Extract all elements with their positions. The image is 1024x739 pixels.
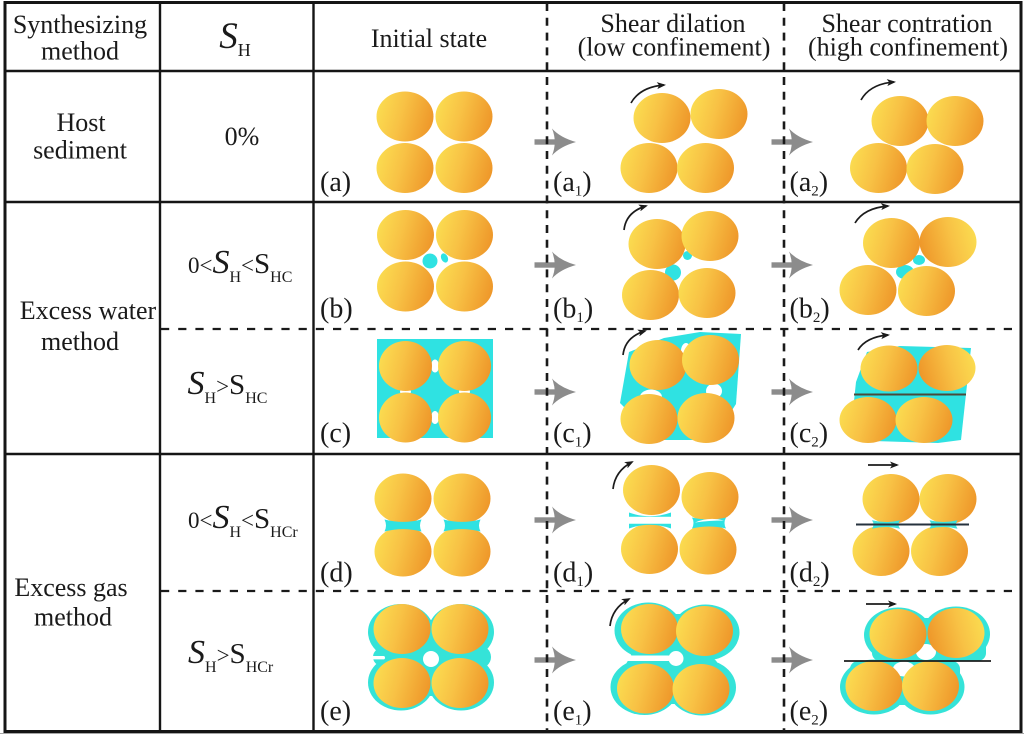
svg-text:Initial state: Initial state [371, 24, 487, 53]
svg-text:(d2): (d2) [790, 558, 830, 591]
svg-text:SH>SHC: SH>SHC [188, 365, 268, 407]
svg-text:(e): (e) [320, 696, 351, 727]
svg-text:Excess gas: Excess gas [14, 573, 127, 602]
svg-text:(a1): (a1) [553, 167, 592, 200]
svg-text:(low confinement): (low confinement) [578, 33, 771, 62]
svg-text:(c): (c) [320, 418, 351, 449]
svg-text:0<SH<SHC: 0<SH<SHC [188, 244, 292, 286]
svg-text:Shear dilation: Shear dilation [600, 9, 745, 38]
svg-text:Synthesizing: Synthesizing [13, 10, 147, 39]
svg-text:(b): (b) [320, 294, 353, 325]
svg-text:(e1): (e1) [553, 696, 592, 729]
svg-text:sediment: sediment [33, 136, 128, 165]
svg-text:(c2): (c2) [790, 418, 829, 451]
svg-text:(a): (a) [320, 167, 351, 198]
svg-text:(a2): (a2) [790, 167, 829, 200]
svg-text:(d): (d) [320, 558, 353, 589]
svg-text:0%: 0% [225, 122, 260, 151]
svg-text:Host: Host [56, 108, 106, 137]
svg-text:method: method [41, 327, 119, 356]
svg-text:(c1): (c1) [553, 418, 592, 451]
svg-text:method: method [34, 603, 112, 632]
svg-text:(high confinement): (high confinement) [808, 33, 1008, 62]
svg-text:Excess water: Excess water [20, 296, 157, 325]
svg-text:(e2): (e2) [790, 696, 829, 729]
svg-text:Shear contration: Shear contration [821, 9, 992, 38]
svg-text:SH>SHCr: SH>SHCr [188, 634, 274, 676]
svg-text:(d1): (d1) [553, 558, 593, 591]
svg-text:(b1): (b1) [553, 294, 593, 327]
svg-text:method: method [41, 37, 119, 66]
svg-text:SH: SH [219, 16, 251, 60]
svg-text:(b2): (b2) [790, 294, 830, 327]
svg-text:0<SH<SHCr: 0<SH<SHCr [188, 499, 298, 541]
